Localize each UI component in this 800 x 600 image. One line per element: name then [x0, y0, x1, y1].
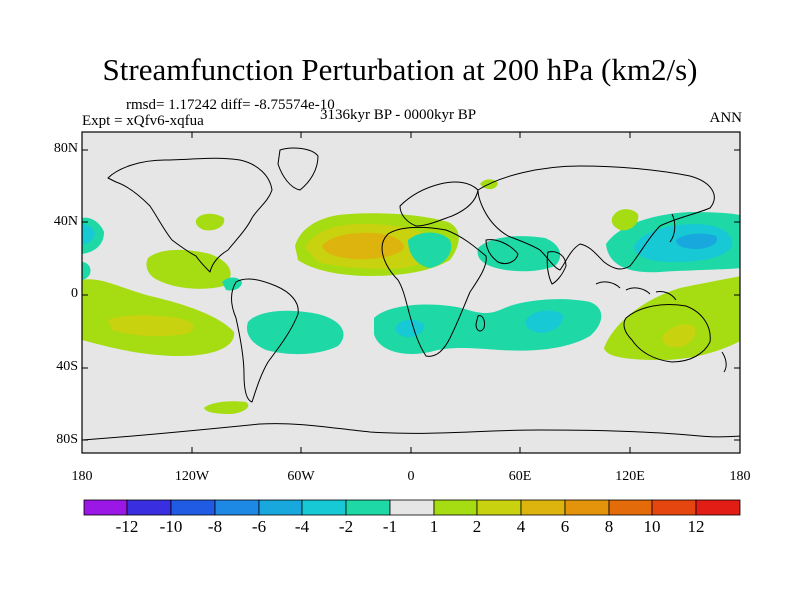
colorbar-swatch-15	[695, 499, 741, 516]
colorbar-swatch-13	[608, 499, 653, 516]
coast-antarctica	[82, 423, 740, 441]
colorbar-swatch-3	[170, 499, 216, 516]
contour-pos1-south-pacific	[204, 401, 249, 414]
colorbar-swatch-14	[651, 499, 697, 516]
coast-africa	[381, 226, 487, 357]
colorbar-swatch-9	[433, 499, 478, 516]
contour-neg1-south-pacific-west	[82, 262, 91, 280]
coast-indonesia	[595, 281, 677, 301]
contour-neg1-south-america	[246, 310, 344, 355]
colorbar-swatch-8	[389, 499, 435, 516]
lon-label-180e: 180	[729, 469, 751, 484]
colorbar-label: 10	[643, 517, 661, 536]
colorbar-label: 8	[604, 517, 614, 536]
colorbar-swatch-7	[345, 499, 391, 516]
coast-japan	[669, 213, 676, 243]
colorbar-swatch-4	[214, 499, 260, 516]
lon-label-0: 0	[407, 469, 415, 484]
coast-madagascar	[475, 315, 485, 332]
coast-europe	[399, 181, 479, 227]
time-period-label: 3136kyr BP - 0000kyr BP	[320, 107, 477, 123]
coast-australia	[623, 304, 711, 363]
colorbar-label: 4	[516, 517, 526, 536]
colorbar-swatch-6	[301, 499, 347, 516]
colorbar-label: -4	[294, 517, 310, 536]
contour-pos1-east-asia	[611, 209, 639, 231]
colorbar-swatch-2	[126, 499, 172, 516]
colorbar-label: 2	[472, 517, 482, 536]
contour-pos1-mexico	[146, 249, 231, 289]
contour-neg2-south-atlantic	[395, 319, 425, 338]
contour-neg2-west-pacific	[82, 224, 95, 245]
colorbar-label: -1	[382, 517, 398, 536]
colorbar-label: 6	[560, 517, 570, 536]
coast-asia	[477, 165, 715, 271]
colorbar-label: -2	[338, 517, 354, 536]
coast-arabia	[485, 239, 519, 265]
coast-south-america	[231, 278, 299, 403]
colorbar-swatch-1	[83, 499, 128, 516]
season-label: ANN	[709, 110, 743, 126]
contour-neg1-caribbean	[222, 277, 242, 291]
lon-label-120w: 120W	[174, 469, 210, 484]
contour-neg4-nw-pacific	[676, 233, 718, 249]
colorbar	[83, 499, 741, 516]
lon-label-60e: 60E	[508, 469, 532, 484]
contour-pos2-east-pacific	[108, 315, 194, 337]
axis-ticks	[81, 132, 741, 453]
colorbar-swatch-10	[476, 499, 522, 516]
lon-label-120e: 120E	[615, 469, 645, 484]
lat-label-0: 0	[71, 286, 78, 301]
lat-label-40n: 40N	[53, 214, 78, 229]
colorbar-swatch-5	[258, 499, 303, 516]
lon-label-60w: 60W	[287, 469, 315, 484]
contour-neg1-east-atlantic	[408, 232, 452, 268]
colorbar-swatch-11	[520, 499, 566, 516]
colorbar-label: -8	[207, 517, 223, 536]
rmsd-stats: rmsd= 1.17242 diff= -8.75574e-10	[126, 97, 335, 113]
lat-label-80n: 80N	[53, 141, 78, 156]
colorbar-swatch-12	[564, 499, 610, 516]
lat-label-40s: 40S	[56, 359, 78, 374]
contour-pos1-australia	[604, 276, 740, 360]
colorbar-label: -6	[251, 517, 267, 536]
colorbar-label: 12	[687, 517, 705, 536]
experiment-label: Expt = xQfv6-xqfua	[82, 113, 204, 129]
coast-new-zealand	[721, 351, 727, 373]
contour-neg2-indian	[525, 310, 563, 333]
coast-greenland	[277, 147, 319, 191]
map-background	[82, 132, 740, 453]
coast-north-america	[107, 157, 273, 273]
contour-pos2-australia	[662, 324, 696, 348]
lat-label-80s: 80S	[56, 432, 78, 447]
colorbar-label: -10	[159, 517, 183, 536]
coastlines	[82, 147, 740, 441]
colorbar-label: 1	[429, 517, 439, 536]
plot-title: Streamfunction Perturbation at 200 hPa (…	[102, 52, 698, 87]
contour-pos1-north-america	[195, 213, 225, 231]
colorbar-label: -12	[115, 517, 139, 536]
lon-label-180w: 180	[71, 469, 93, 484]
coast-india	[546, 251, 567, 285]
